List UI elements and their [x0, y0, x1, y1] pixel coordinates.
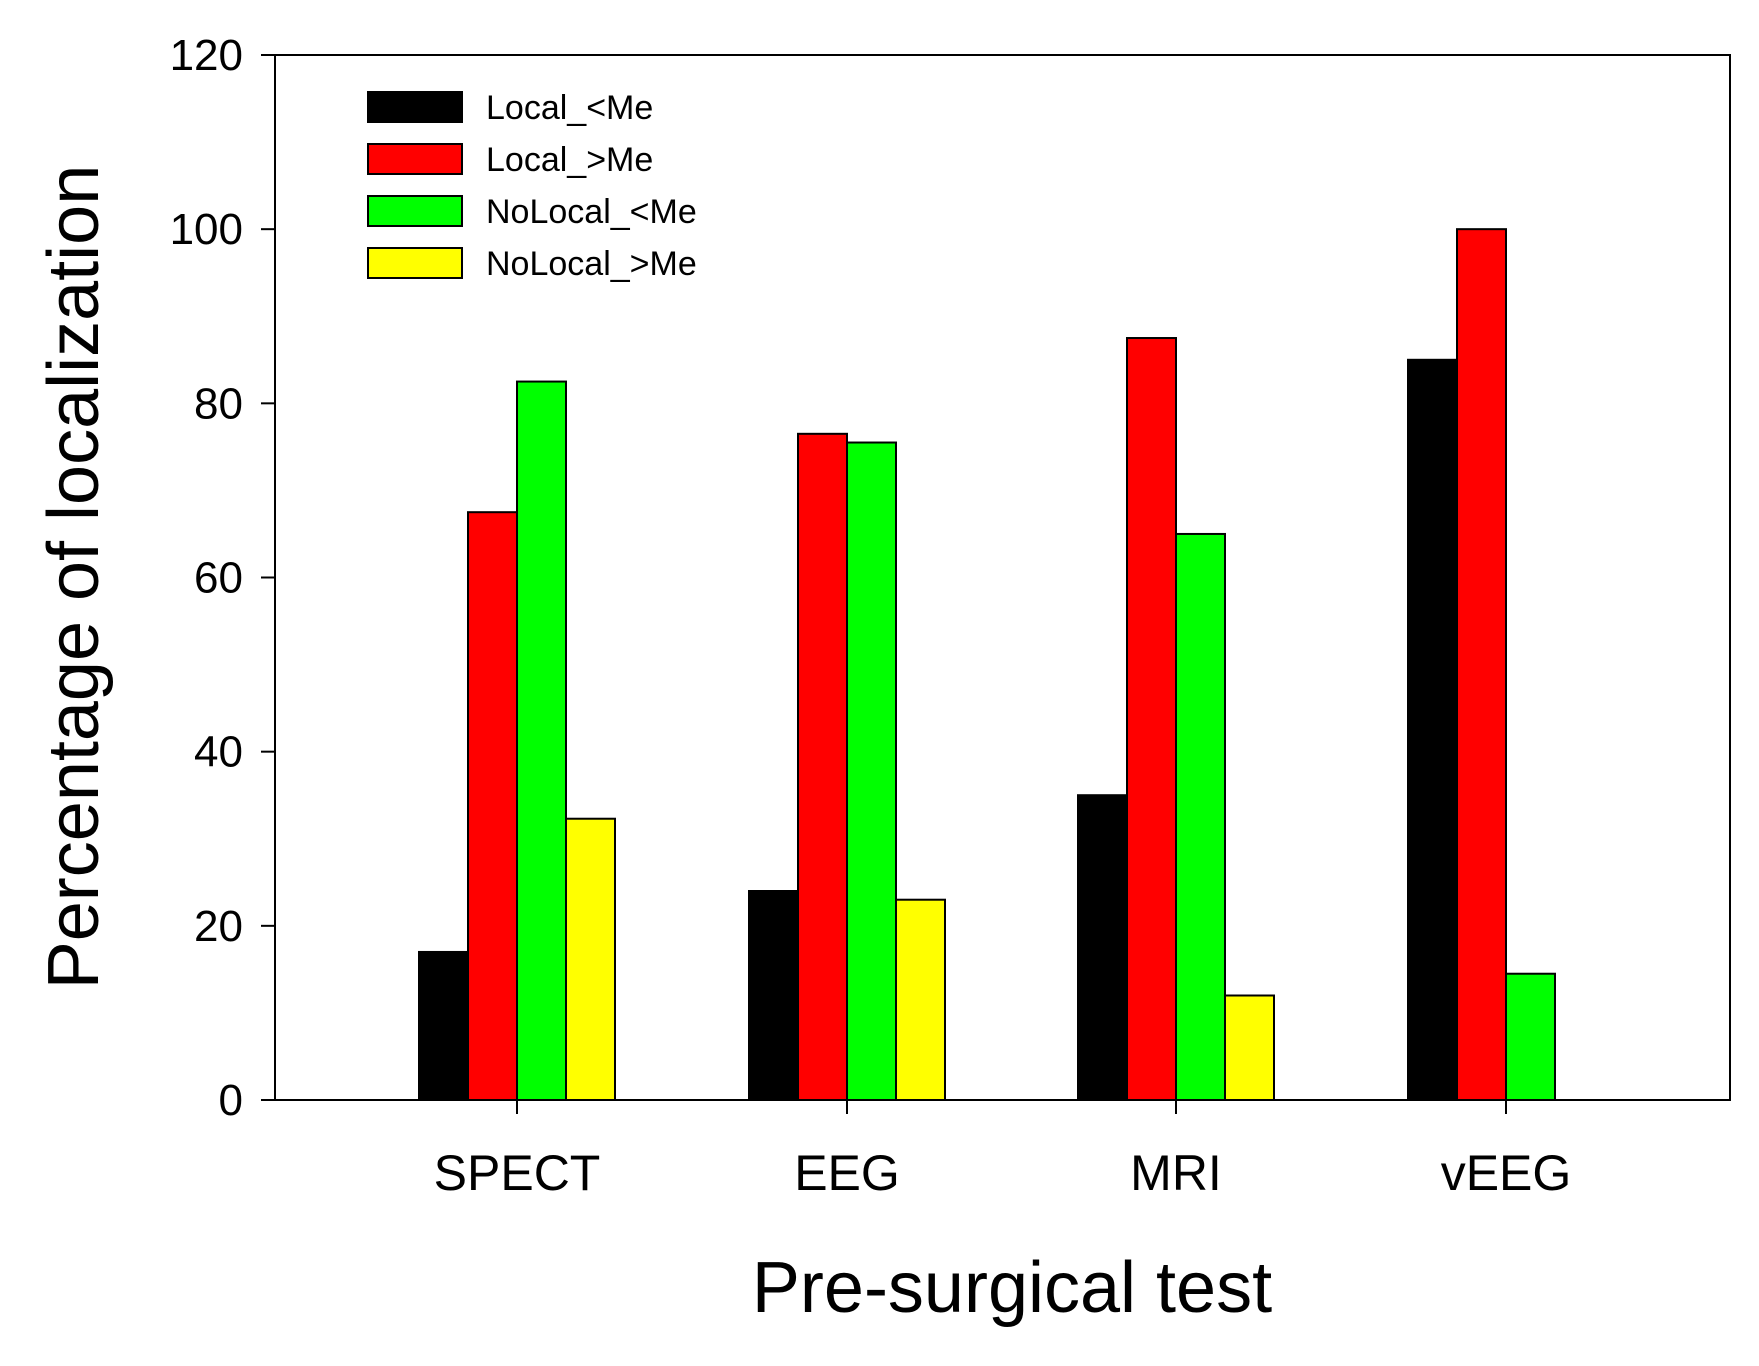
x-tick-label: SPECT — [434, 1145, 601, 1201]
legend-swatch — [367, 91, 463, 123]
bar-3-2 — [1505, 972, 1556, 1102]
legend-swatch — [367, 143, 463, 175]
x-axis-title: Pre-surgical test — [752, 1248, 1272, 1328]
y-tick-label: 120 — [170, 31, 243, 80]
x-tick-label: MRI — [1130, 1145, 1222, 1201]
bars — [418, 228, 1556, 1102]
legend: Local_<Me Local_>Me NoLocal_<Me NoLocal_>Me — [367, 89, 697, 283]
y-axis: 0 20 40 60 80 100 120 — [170, 31, 275, 1125]
legend-label: Local_>Me — [486, 141, 653, 179]
bar-2-0 — [1077, 794, 1128, 1101]
bar-1-0 — [748, 890, 799, 1101]
bar-0-3 — [565, 817, 616, 1101]
y-tick-label: 60 — [194, 554, 243, 603]
x-tick-label: vEEG — [1441, 1145, 1572, 1201]
legend-label: Local_<Me — [486, 89, 653, 127]
y-tick-label: 20 — [194, 902, 243, 951]
bar-0-2 — [516, 380, 567, 1101]
bar-0-1 — [467, 511, 518, 1101]
legend-swatch — [367, 247, 463, 279]
x-axis: SPECT EEG MRI vEEG — [434, 1100, 1572, 1201]
bar-0-0 — [418, 950, 469, 1101]
bar-1-1 — [797, 432, 848, 1101]
y-tick-label: 40 — [194, 728, 243, 777]
bar-3-0 — [1407, 358, 1458, 1101]
bar-1-2 — [846, 441, 897, 1102]
bar-2-2 — [1175, 532, 1226, 1101]
legend-label: NoLocal_>Me — [486, 245, 697, 283]
y-tick-label: 100 — [170, 205, 243, 254]
bar-2-3 — [1224, 994, 1275, 1101]
y-axis-title: Percentage of localization — [34, 165, 114, 990]
legend-label: NoLocal_<Me — [486, 193, 697, 231]
x-tick-label: EEG — [794, 1145, 900, 1201]
bar-3-1 — [1456, 228, 1507, 1101]
y-tick-label: 0 — [219, 1076, 243, 1125]
y-tick-label: 80 — [194, 379, 243, 428]
bar-1-3 — [895, 898, 946, 1101]
bar-2-1 — [1126, 337, 1177, 1102]
legend-swatch — [367, 195, 463, 227]
